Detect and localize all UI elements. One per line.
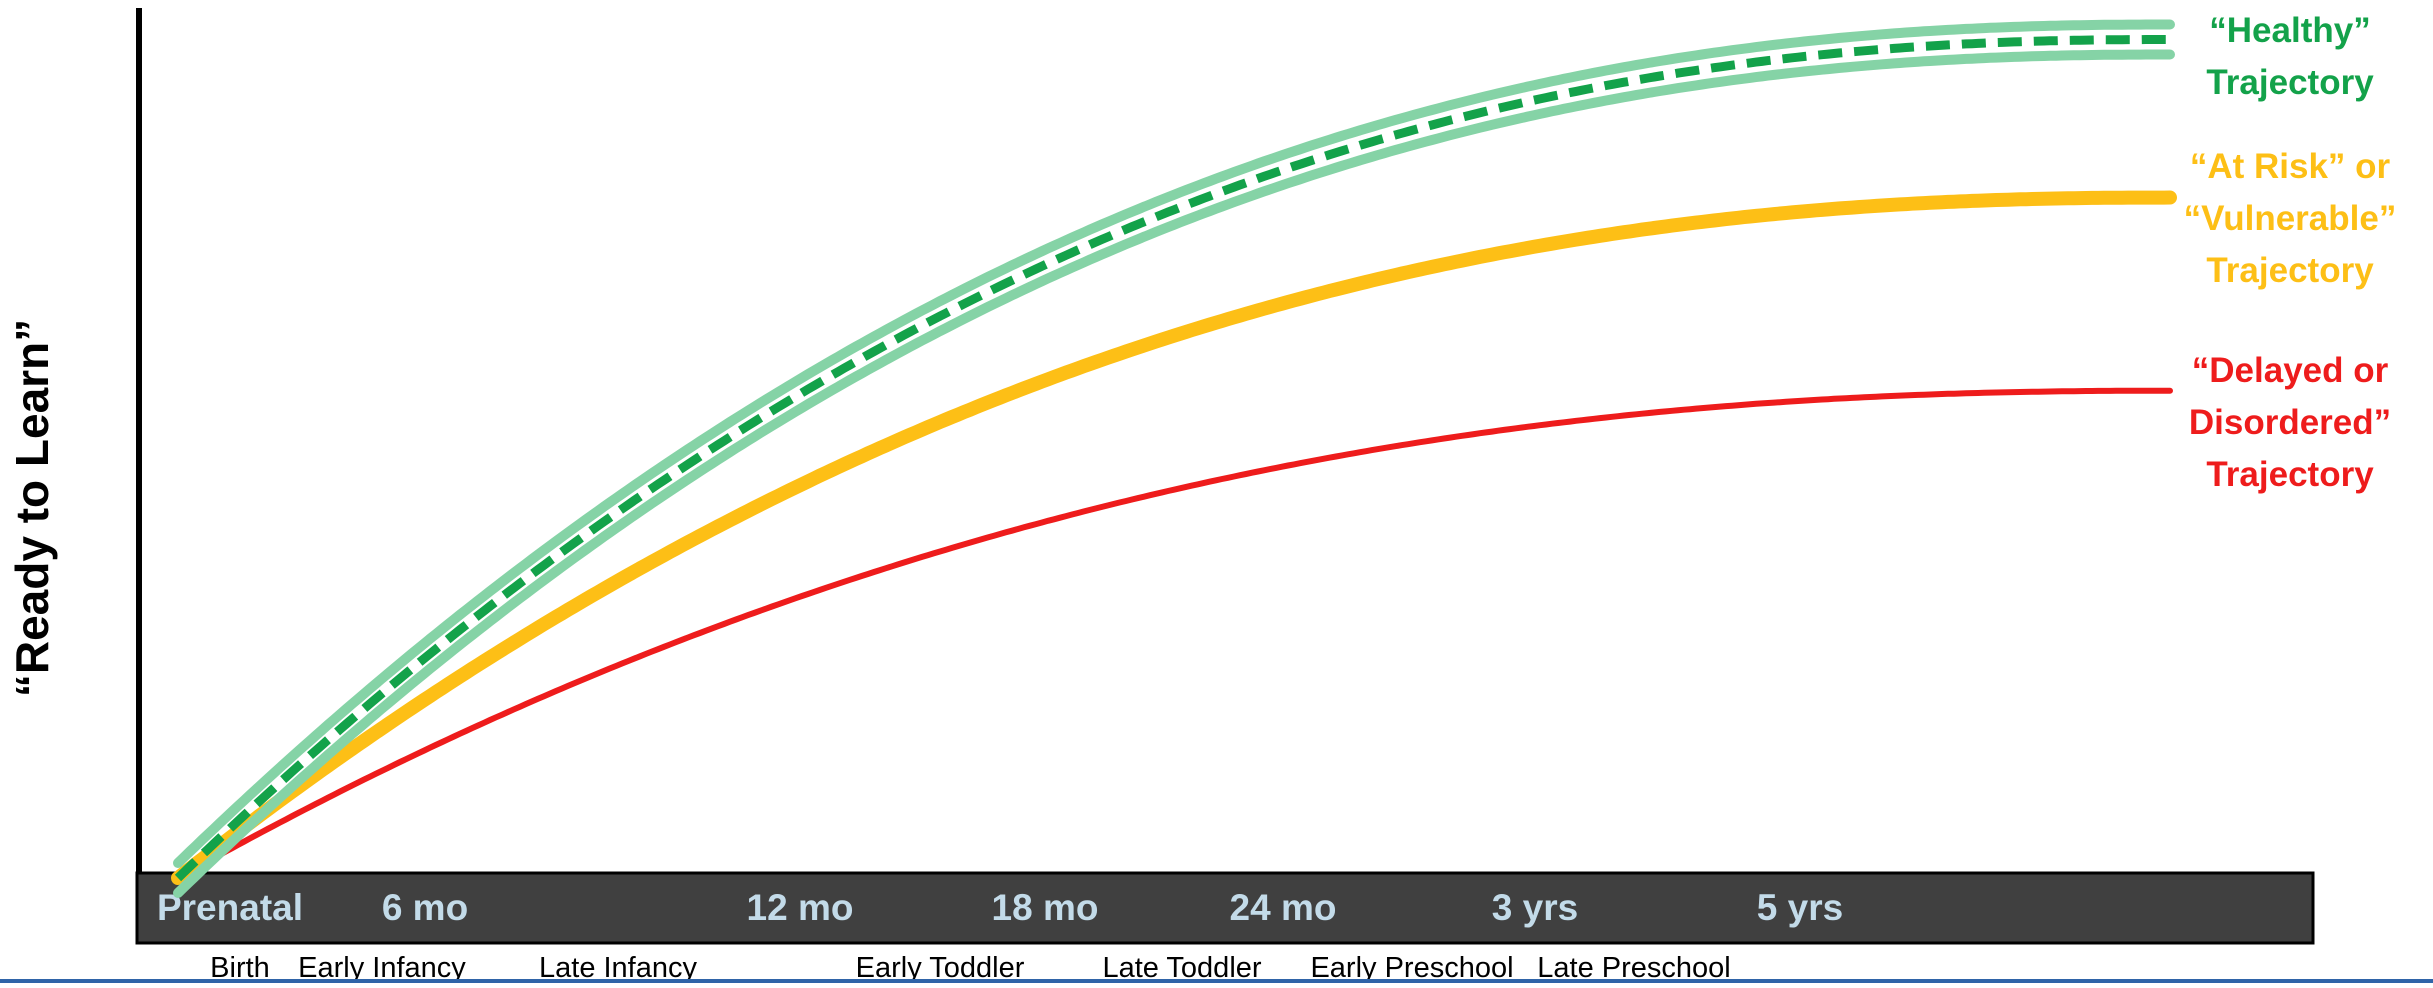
- stage-label: Birth: [210, 952, 270, 983]
- at-risk-trajectory-label: Trajectory: [2206, 251, 2374, 290]
- stage-label: Early Infancy: [298, 952, 466, 983]
- healthy-upper-band: [173, 19, 2175, 868]
- delayed-trajectory-line: [175, 387, 2173, 881]
- at-risk-trajectory-label: “Vulnerable”: [2184, 199, 2397, 238]
- timeline-age-label: 18 mo: [992, 887, 1099, 928]
- timeline-age-label: 12 mo: [747, 887, 854, 928]
- y-axis-title: “Ready to Learn”: [6, 318, 58, 698]
- timeline-age-label: 5 yrs: [1757, 887, 1843, 928]
- healthy-trajectory-label: “Healthy”: [2209, 11, 2370, 50]
- stage-label: Late Infancy: [539, 952, 697, 983]
- bottom-rule: [0, 979, 2433, 983]
- delayed-trajectory-label: Disordered”: [2189, 403, 2391, 442]
- timeline-age-label: 24 mo: [1230, 887, 1337, 928]
- stage-label: Late Toddler: [1102, 952, 1261, 983]
- at-risk-trajectory-line: [171, 190, 2177, 885]
- healthy-lower-band: [173, 49, 2175, 898]
- delayed-trajectory-label: “Delayed or: [2192, 351, 2389, 390]
- healthy-trajectory-label: Trajectory: [2206, 63, 2374, 102]
- at-risk-trajectory-label: “At Risk” or: [2190, 147, 2391, 186]
- timeline-bar: [135, 871, 2315, 945]
- stage-label: Early Toddler: [856, 952, 1025, 983]
- timeline-age-label: 6 mo: [382, 887, 468, 928]
- healthy-trajectory-line: [174, 35, 2170, 882]
- stage-label: Late Preschool: [1537, 952, 1730, 983]
- stage-label: Early Preschool: [1310, 952, 1513, 983]
- delayed-trajectory-label: Trajectory: [2206, 455, 2374, 494]
- timeline-age-label: 3 yrs: [1492, 887, 1578, 928]
